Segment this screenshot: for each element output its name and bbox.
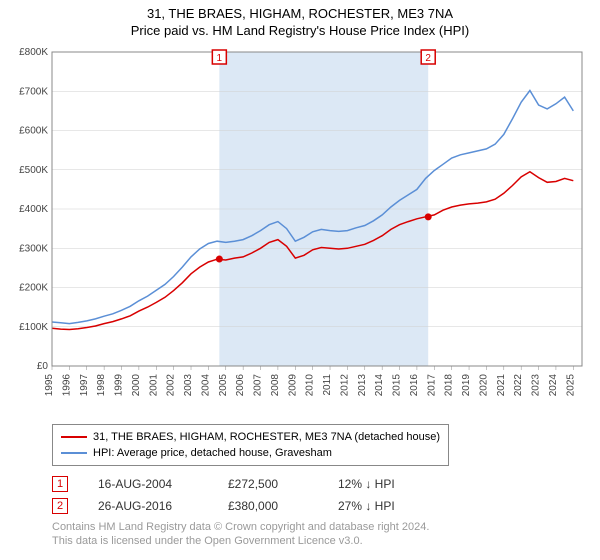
svg-text:£700K: £700K (19, 86, 48, 97)
svg-text:£800K: £800K (19, 47, 48, 58)
chart-subtitle: Price paid vs. HM Land Registry's House … (8, 23, 592, 38)
footer-line-2: This data is licensed under the Open Gov… (52, 534, 592, 548)
svg-text:£200K: £200K (19, 283, 48, 294)
transactions-table: 1 16-AUG-2004 £272,500 12% ↓ HPI 2 26-AUG-201… (52, 476, 592, 514)
svg-text:2001: 2001 (148, 374, 159, 397)
legend-swatch (61, 436, 87, 438)
chart-area: £0 £100K £200K £300K £400K £500K £600K £700K £80… (8, 46, 592, 416)
svg-text:2024: 2024 (548, 374, 559, 397)
svg-text:2006: 2006 (235, 374, 246, 397)
svg-text:£600K: £600K (19, 126, 48, 137)
legend: 31, THE BRAES, HIGHAM, ROCHESTER, ME3 7N… (52, 424, 449, 466)
transaction-marker: 1 (52, 476, 68, 492)
svg-text:2002: 2002 (166, 374, 177, 397)
svg-text:2003: 2003 (183, 374, 194, 397)
svg-text:1997: 1997 (79, 374, 90, 397)
legend-item: 31, THE BRAES, HIGHAM, ROCHESTER, ME3 7N… (61, 429, 440, 445)
svg-text:1998: 1998 (96, 374, 107, 397)
svg-text:2008: 2008 (270, 374, 281, 397)
legend-item: HPI: Average price, detached house, Grav… (61, 445, 440, 461)
svg-text:2016: 2016 (409, 374, 420, 397)
footer-line-1: Contains HM Land Registry data © Crown c… (52, 520, 592, 534)
svg-text:2005: 2005 (218, 374, 229, 397)
transaction-delta: 27% ↓ HPI (338, 499, 395, 513)
svg-text:2015: 2015 (392, 374, 403, 397)
transaction-price: £380,000 (228, 499, 308, 513)
legend-label: HPI: Average price, detached house, Grav… (93, 445, 332, 461)
transaction-price: £272,500 (228, 477, 308, 491)
svg-text:£500K: £500K (19, 165, 48, 176)
svg-text:2019: 2019 (461, 374, 472, 397)
svg-text:2000: 2000 (131, 374, 142, 397)
svg-text:2017: 2017 (426, 374, 437, 397)
transaction-row: 2 26-AUG-2016 £380,000 27% ↓ HPI (52, 498, 592, 514)
svg-text:2014: 2014 (374, 374, 385, 397)
svg-text:2004: 2004 (200, 374, 211, 397)
svg-text:1: 1 (217, 53, 223, 64)
svg-text:2010: 2010 (305, 374, 316, 397)
svg-text:£100K: £100K (19, 322, 48, 333)
svg-text:£0: £0 (37, 361, 49, 372)
svg-text:2025: 2025 (565, 374, 576, 397)
chart-title: 31, THE BRAES, HIGHAM, ROCHESTER, ME3 7N… (8, 6, 592, 21)
transaction-date: 16-AUG-2004 (98, 477, 198, 491)
svg-text:2018: 2018 (444, 374, 455, 397)
transaction-delta: 12% ↓ HPI (338, 477, 395, 491)
chart-container: 31, THE BRAES, HIGHAM, ROCHESTER, ME3 7N… (0, 0, 600, 556)
svg-text:1999: 1999 (114, 374, 125, 397)
svg-text:2021: 2021 (496, 374, 507, 397)
transaction-marker: 2 (52, 498, 68, 514)
svg-text:2020: 2020 (478, 374, 489, 397)
footer-attribution: Contains HM Land Registry data © Crown c… (52, 520, 592, 548)
svg-text:2013: 2013 (357, 374, 368, 397)
svg-text:2012: 2012 (339, 374, 350, 397)
svg-text:2011: 2011 (322, 374, 333, 396)
svg-text:2022: 2022 (513, 374, 524, 397)
legend-swatch (61, 452, 87, 454)
svg-text:2009: 2009 (287, 374, 298, 397)
transaction-date: 26-AUG-2016 (98, 499, 198, 513)
legend-label: 31, THE BRAES, HIGHAM, ROCHESTER, ME3 7N… (93, 429, 440, 445)
svg-text:2: 2 (425, 53, 431, 64)
transaction-row: 1 16-AUG-2004 £272,500 12% ↓ HPI (52, 476, 592, 492)
svg-text:£400K: £400K (19, 204, 48, 215)
line-chart-svg: £0 £100K £200K £300K £400K £500K £600K £700K £80… (8, 46, 592, 416)
svg-text:2007: 2007 (253, 374, 264, 397)
svg-text:1996: 1996 (61, 374, 72, 397)
svg-text:2023: 2023 (531, 374, 542, 397)
svg-text:£300K: £300K (19, 243, 48, 254)
svg-text:1995: 1995 (44, 374, 55, 397)
